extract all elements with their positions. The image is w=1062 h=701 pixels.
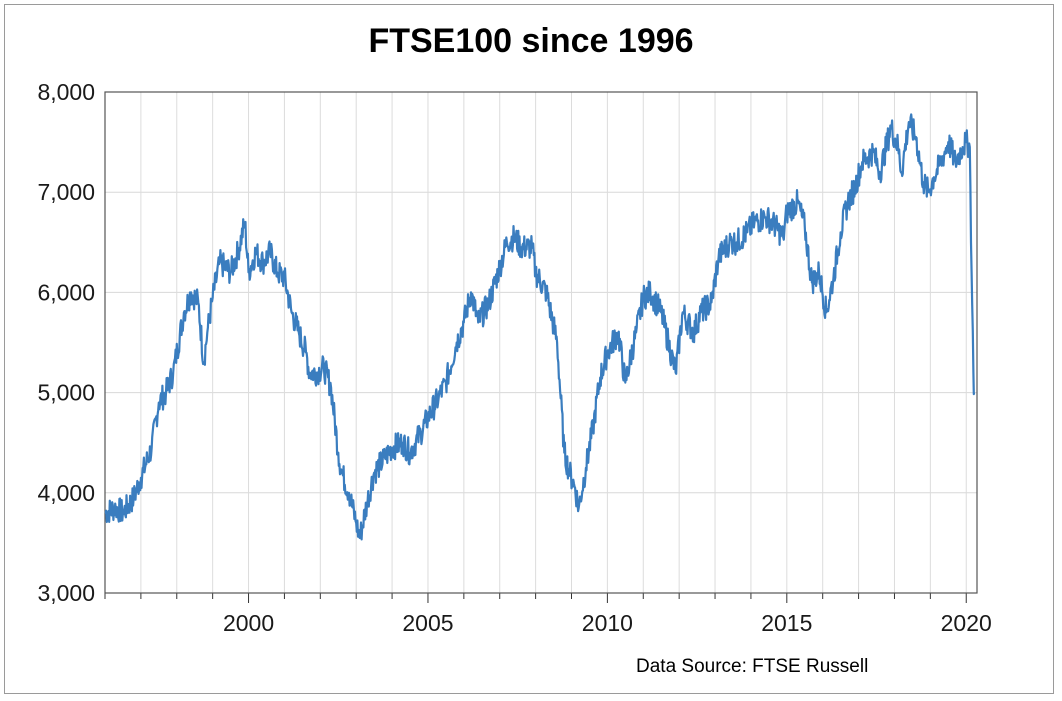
y-tick-label: 4,000 — [37, 480, 95, 506]
y-tick-label: 6,000 — [37, 279, 95, 305]
x-tick-label: 2005 — [402, 610, 453, 636]
x-tick-label: 2015 — [761, 610, 812, 636]
y-tick-label: 5,000 — [37, 380, 95, 406]
y-tick-label: 7,000 — [37, 179, 95, 205]
data-source-note: Data Source: FTSE Russell — [636, 656, 869, 677]
chart-title: FTSE100 since 1996 — [368, 22, 694, 60]
plot-area-border — [104, 91, 978, 594]
y-tick-label: 3,000 — [37, 580, 95, 606]
x-tick-label: 2010 — [582, 610, 633, 636]
x-tick-label: 2020 — [941, 610, 992, 636]
x-tick-label: 2000 — [223, 610, 274, 636]
series-line — [104, 113, 976, 541]
y-tick-label: 8,000 — [37, 79, 95, 105]
